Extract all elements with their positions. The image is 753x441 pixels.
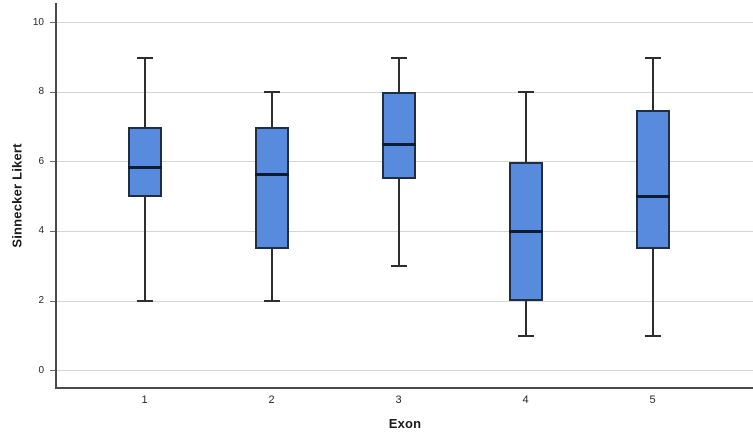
box-rect-1: [127, 127, 162, 197]
median-line-2: [254, 172, 289, 176]
y-tick-label-10: 10: [32, 16, 44, 28]
whisker-cap-bottom-4: [517, 334, 534, 337]
y-tick-label-8: 8: [38, 86, 44, 98]
y-tick-label-4: 4: [38, 225, 44, 237]
plot-area: [57, 3, 753, 388]
x-axis-line: [55, 387, 753, 389]
x-tick-label-5: 5: [649, 394, 656, 406]
median-line-5: [635, 195, 670, 199]
x-tick-label-4: 4: [522, 394, 529, 406]
median-line-4: [508, 229, 543, 233]
whisker-cap-top-5: [644, 56, 661, 59]
x-tick-label-1: 1: [141, 394, 148, 406]
gridline-y-10: [57, 22, 753, 24]
whisker-cap-top-1: [136, 56, 153, 59]
y-tick-label-0: 0: [38, 364, 44, 376]
x-axis-title: Exon: [388, 416, 422, 431]
x-tick-label-3: 3: [395, 394, 402, 406]
whisker-cap-bottom-3: [390, 265, 407, 268]
box-rect-3: [381, 92, 416, 180]
y-tick-label-6: 6: [38, 155, 44, 167]
y-tick-mark-4: [50, 230, 55, 232]
y-tick-mark-10: [50, 22, 55, 24]
x-tick-label-2: 2: [268, 394, 275, 406]
y-axis-line: [55, 3, 57, 389]
y-tick-label-2: 2: [38, 295, 44, 307]
y-axis-title-container: Sinnecker Likert: [0, 3, 34, 388]
whisker-cap-top-4: [517, 91, 534, 94]
whisker-cap-top-2: [263, 91, 280, 94]
whisker-cap-bottom-2: [263, 300, 280, 303]
whisker-cap-bottom-5: [644, 334, 661, 337]
gridline-y-4: [57, 230, 753, 232]
median-line-1: [127, 165, 162, 169]
y-tick-mark-8: [50, 91, 55, 93]
whisker-cap-bottom-1: [136, 300, 153, 303]
y-tick-mark-2: [50, 300, 55, 302]
gridline-y-0: [57, 370, 753, 372]
box-rect-2: [254, 127, 289, 249]
gridline-y-2: [57, 300, 753, 302]
whisker-cap-top-3: [390, 56, 407, 59]
y-tick-mark-0: [50, 370, 55, 372]
median-line-3: [381, 143, 416, 147]
y-tick-mark-6: [50, 161, 55, 163]
box-rect-5: [635, 109, 670, 249]
